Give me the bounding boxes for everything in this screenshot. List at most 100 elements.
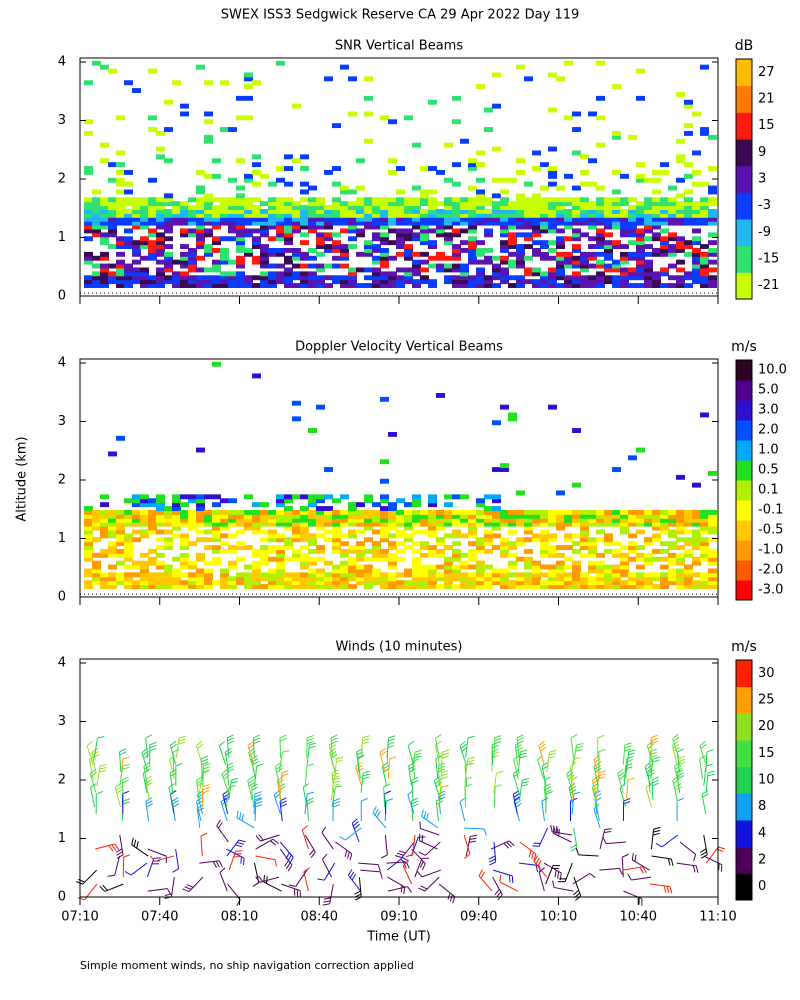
field-cell (108, 576, 117, 582)
field-cell (148, 240, 157, 246)
barb-feather (651, 779, 659, 784)
field-cell (388, 572, 397, 578)
colorbar-swatch (736, 440, 752, 461)
barb-feather (98, 770, 107, 773)
field-cell (180, 103, 189, 109)
barb-feather (678, 761, 686, 766)
field-cell (588, 521, 597, 527)
barb-feather (556, 825, 559, 833)
field-cell (636, 556, 645, 562)
field-cell (308, 197, 317, 203)
field-cell (188, 212, 197, 218)
field-cell (188, 259, 197, 265)
field-cell (580, 208, 589, 214)
field-cell (620, 556, 629, 562)
field-cell (692, 267, 701, 273)
wind-barb (541, 797, 549, 822)
barb-staff (699, 758, 704, 779)
field-cell (324, 236, 333, 242)
field-cell (516, 580, 525, 586)
field-cell (452, 255, 461, 261)
field-cell (132, 517, 141, 523)
field-cell (276, 177, 285, 183)
field-cell (460, 576, 469, 582)
field-cell (548, 537, 557, 543)
field-cell (548, 564, 557, 570)
wind-barb (218, 740, 227, 765)
barb-feather (285, 852, 290, 860)
field-cell (364, 509, 373, 515)
barb-staff (219, 872, 228, 892)
field-cell (156, 580, 165, 586)
field-cell (388, 197, 397, 203)
field-cell (268, 220, 277, 226)
field-cell (708, 537, 717, 543)
barb-feather (441, 770, 449, 774)
field-cell (204, 205, 213, 210)
field-cell (620, 173, 629, 179)
field-cell (140, 533, 149, 539)
field-cell (644, 212, 653, 218)
barb-feather (718, 846, 726, 850)
field-cell (116, 517, 125, 523)
field-cell (604, 205, 613, 210)
barb-staff (543, 862, 562, 874)
colorbar-frame (735, 659, 753, 901)
field-cell (300, 509, 309, 515)
field-cell (452, 208, 461, 214)
field-cell (676, 193, 685, 199)
field-cell (692, 271, 701, 277)
field-cell (132, 220, 141, 226)
field-cell (188, 513, 197, 519)
field-cell (364, 584, 373, 589)
field-cell (284, 259, 293, 265)
wind-barb (306, 742, 317, 765)
field-cell (500, 548, 509, 554)
field-cell (564, 283, 573, 288)
barb-feather (676, 797, 684, 802)
wind-barb (303, 867, 310, 892)
field-cell (612, 279, 621, 285)
field-cell (556, 263, 565, 269)
field-cell (676, 220, 685, 226)
barb-staff (169, 759, 175, 779)
field-cell (668, 197, 677, 203)
field-cell (252, 525, 261, 531)
field-cell (356, 502, 365, 508)
field-cell (516, 572, 525, 578)
field-cell (284, 181, 293, 187)
field-cell (380, 247, 389, 253)
field-cell (580, 255, 589, 261)
field-cell (524, 267, 533, 273)
barb-staff (465, 836, 471, 857)
field-cell (444, 224, 453, 230)
barb-staff (703, 855, 723, 866)
field-cell (588, 205, 597, 210)
colorbar-swatch (736, 85, 752, 113)
field-cell (164, 193, 173, 199)
field-cell (492, 283, 501, 288)
field-cell (84, 283, 93, 288)
field-cell (396, 509, 405, 515)
field-cell (508, 513, 517, 519)
field-cell (324, 537, 333, 543)
field-cell (116, 205, 125, 210)
field-cell (668, 232, 677, 238)
field-cell (556, 513, 565, 519)
field-cell (316, 525, 325, 531)
field-cell (652, 212, 661, 218)
field-cell (292, 525, 301, 531)
barb-staff (251, 786, 255, 807)
field-cell (644, 216, 653, 222)
colorbar-swatch (736, 112, 752, 140)
barb-staff (625, 758, 627, 779)
barb-feather (333, 780, 341, 784)
field-cell (356, 251, 365, 257)
field-cell (612, 568, 621, 574)
field-cell (364, 494, 373, 500)
field-cell (700, 584, 709, 589)
field-cell (468, 244, 477, 249)
field-cell (692, 205, 701, 210)
field-cell (628, 228, 637, 234)
field-cell (268, 212, 277, 218)
